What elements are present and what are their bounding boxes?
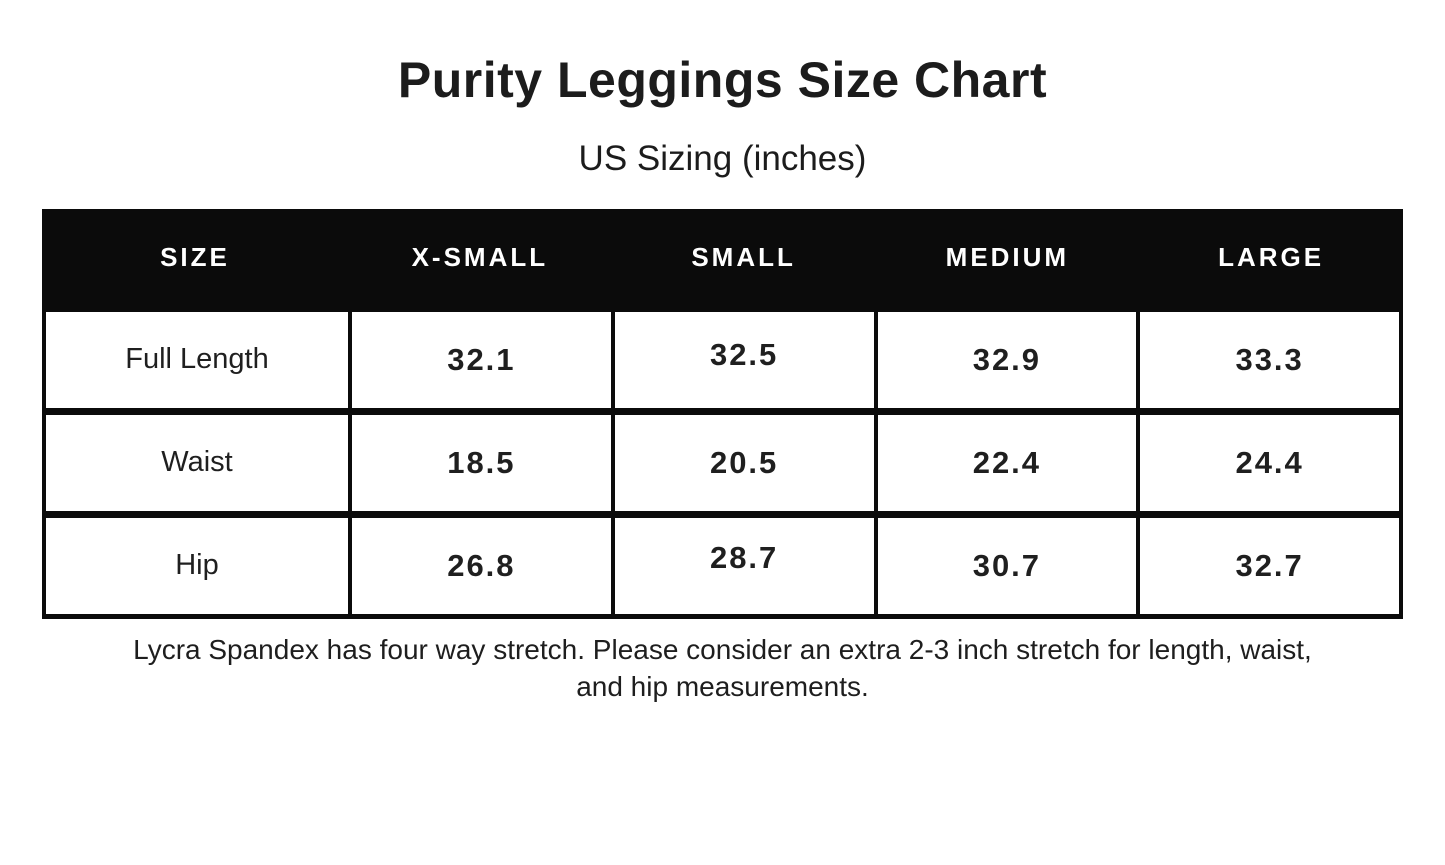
cell-hip-xsmall: 26.8 bbox=[352, 517, 611, 614]
cell-full-length-large: 33.3 bbox=[1140, 311, 1399, 408]
cell-value: 33.3 bbox=[1235, 341, 1304, 377]
cell-hip-small: 28.7 bbox=[614, 517, 874, 614]
size-chart-table: SIZE X-SMALL SMALL MEDIUM LARGE Full Len… bbox=[42, 208, 1403, 619]
header-cell-small: SMALL bbox=[691, 241, 796, 272]
cell-value: 22.4 bbox=[972, 444, 1042, 480]
cell-value: 28.7 bbox=[709, 539, 779, 575]
page-title: Purity Leggings Size Chart bbox=[397, 52, 1048, 108]
cell-full-length-small: 32.5 bbox=[614, 311, 874, 408]
cell-value: 32.9 bbox=[972, 341, 1042, 377]
cell-value: 32.5 bbox=[709, 336, 779, 372]
stretch-footnote: Lycra Spandex has four way stretch. Plea… bbox=[0, 632, 1445, 706]
cell-waist-large: 24.4 bbox=[1140, 414, 1399, 511]
cell-hip-large: 32.7 bbox=[1140, 517, 1399, 614]
footnote-line-1: Lycra Spandex has four way stretch. Plea… bbox=[133, 633, 1312, 665]
cell-waist-xsmall: 18.5 bbox=[352, 414, 611, 511]
row-label-full-length: Full Length bbox=[46, 311, 348, 408]
header-cell-size: SIZE bbox=[160, 241, 230, 272]
cell-value: 26.8 bbox=[447, 547, 516, 583]
table-header-row: SIZE X-SMALL SMALL MEDIUM LARGE bbox=[42, 208, 1403, 306]
footnote-line-2: and hip measurements. bbox=[576, 670, 869, 702]
cell-full-length-xsmall: 32.1 bbox=[352, 311, 611, 408]
table-body: Full Length 32.1 32.5 32.9 33.3 Waist 18… bbox=[42, 305, 1403, 619]
row-label-waist: Waist bbox=[46, 414, 348, 511]
page-subtitle: US Sizing (inches) bbox=[578, 138, 867, 178]
header-cell-large: LARGE bbox=[1218, 241, 1325, 272]
cell-value: 18.5 bbox=[447, 444, 516, 480]
cell-full-length-medium: 32.9 bbox=[877, 311, 1137, 408]
header-cell-medium: MEDIUM bbox=[945, 241, 1070, 272]
cell-value: 32.1 bbox=[447, 341, 516, 377]
cell-value: 20.5 bbox=[709, 444, 779, 480]
cell-value: 30.7 bbox=[972, 547, 1042, 583]
cell-value: 24.4 bbox=[1235, 444, 1304, 480]
cell-hip-medium: 30.7 bbox=[877, 517, 1137, 614]
row-label-hip: Hip bbox=[46, 517, 348, 614]
cell-waist-medium: 22.4 bbox=[877, 414, 1137, 511]
cell-value: 32.7 bbox=[1235, 547, 1304, 583]
header-cell-xsmall: X-SMALL bbox=[411, 241, 549, 272]
cell-waist-small: 20.5 bbox=[614, 414, 874, 511]
